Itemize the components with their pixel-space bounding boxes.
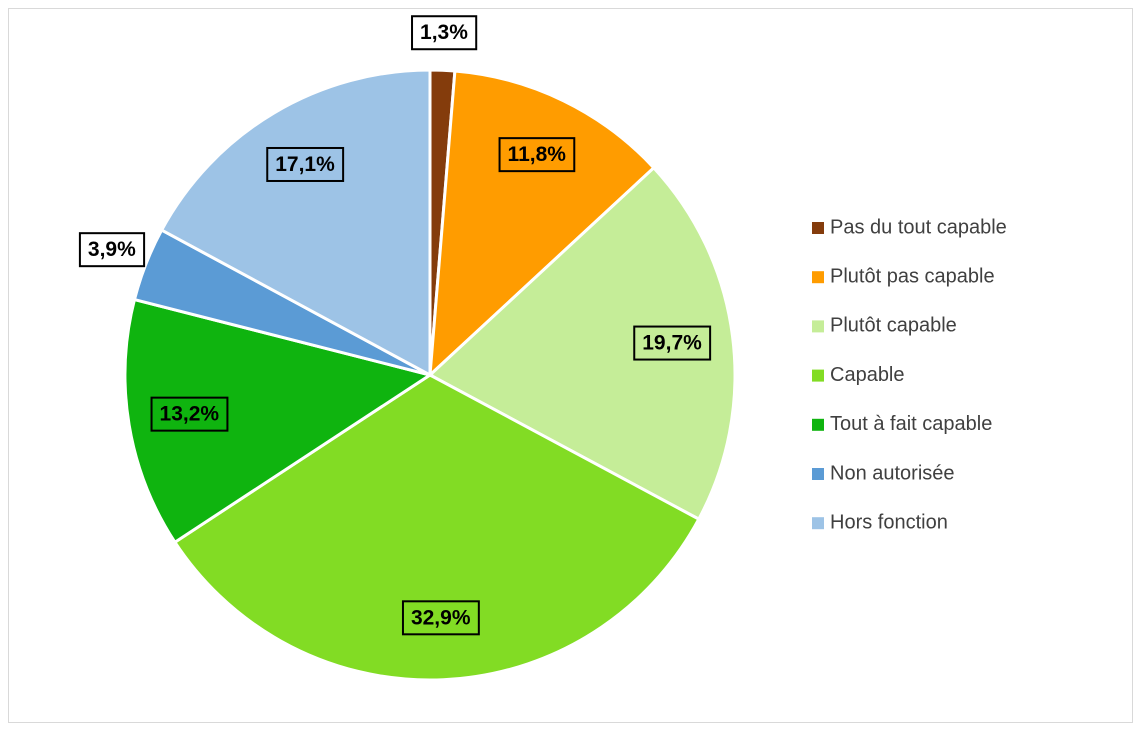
data-label-box [633, 325, 712, 361]
data-label-box [78, 232, 146, 268]
pie-slice [172, 373, 701, 682]
pie-slice [159, 68, 432, 378]
pie-slice [428, 69, 656, 379]
data-label: 13,2% [160, 403, 220, 426]
data-label: 19,7% [642, 332, 702, 355]
legend-swatch [812, 369, 824, 382]
legend-label: Plutôt pas capable [830, 265, 995, 287]
data-label-box [150, 396, 229, 432]
legend-swatch [812, 418, 824, 431]
data-label-box [498, 137, 576, 173]
data-label: 11,8% [508, 143, 567, 166]
pie-slice [123, 297, 434, 545]
legend-swatch [812, 517, 824, 530]
legend-swatch [812, 271, 824, 284]
legend-swatch [812, 222, 824, 234]
data-label: 3,9% [88, 238, 136, 261]
data-label: 17,1% [275, 153, 335, 176]
legend-label: Hors fonction [830, 511, 948, 533]
data-label-box [411, 15, 478, 51]
legend-label: Plutôt capable [830, 315, 957, 337]
legend-label: Capable [830, 364, 905, 386]
legend-swatch [812, 468, 824, 480]
legend-label: Non autorisée [830, 462, 955, 484]
legend-label: Tout à fait capable [830, 413, 992, 435]
data-label: 1,3% [420, 21, 468, 44]
data-label: 32,9% [411, 606, 471, 629]
data-label-box [401, 600, 480, 636]
legend-swatch [812, 320, 824, 333]
legend-label: Pas du tout capable [830, 216, 1007, 238]
pie-slice [427, 165, 737, 522]
data-label-box [266, 146, 345, 182]
